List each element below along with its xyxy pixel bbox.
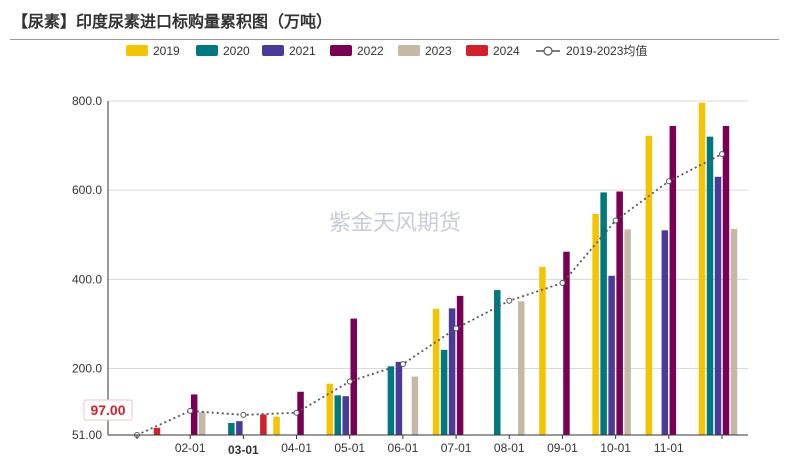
value-label: 97.00: [90, 402, 125, 418]
bar-2022-04-01: [297, 391, 304, 435]
bar-2023-02-01: [198, 412, 206, 435]
bar-2021-03-01: [236, 421, 243, 435]
bar-2019-04-01: [273, 416, 280, 435]
bar-2023-06-01: [411, 376, 419, 435]
average-line-path: [136, 153, 723, 436]
bar-2022-11-01: [669, 125, 677, 436]
x-tick-label: 09-01: [547, 441, 578, 455]
legend-swatch: [398, 45, 420, 56]
bars: [153, 102, 738, 436]
bar-2020-07-01: [440, 349, 448, 435]
bar-2021-12-01: [714, 176, 722, 435]
bar-2020-08-01: [494, 290, 501, 435]
legend-label: 2019-2023均值: [566, 43, 647, 58]
legend: 2019 2020 2021 2022 2023 2024 2019-2023均值: [126, 43, 647, 58]
x-tick-label: 04-01: [281, 441, 312, 455]
bar-2021-06-01: [395, 361, 403, 435]
bar-2021-07-01: [448, 308, 456, 435]
y-tick-label: 400.0: [72, 272, 102, 286]
x-tick-label: 10-01: [600, 441, 631, 455]
chart-title: 【尿素】印度尿素进口标购量累积图（万吨）: [12, 12, 333, 31]
value-label-box: 97.00: [83, 399, 133, 421]
y-tick-label: 600.0: [72, 183, 102, 197]
bar-2022-10-01: [616, 191, 623, 435]
title-divider: [10, 39, 779, 40]
legend-item-2023: 2023: [398, 44, 452, 58]
legend-item-2022: 2022: [330, 44, 384, 58]
bar-2020-12-01: [706, 136, 714, 435]
bar-2019-10-01: [592, 213, 599, 435]
bar-2020-06-01: [387, 366, 395, 435]
bar-2019-11-01: [645, 135, 653, 435]
bar-2024-03-01: [260, 414, 267, 435]
x-tick-label: 02-01: [175, 441, 206, 455]
bar-2020-10-01: [600, 192, 607, 435]
x-tick-label: 05-01: [334, 441, 365, 455]
legend-label: 2020: [223, 44, 250, 58]
bar-2024-01-01: [153, 427, 161, 435]
bar-2021-05-01: [342, 396, 349, 435]
legend-swatch: [330, 45, 352, 56]
bar-2019-12-01: [698, 102, 706, 435]
legend-label: 2019: [153, 44, 180, 58]
legend-item-2020: 2020: [196, 44, 250, 58]
average-point: [240, 411, 247, 418]
legend-swatch: [196, 45, 218, 56]
gridlines: [108, 100, 748, 370]
bar-2022-07-01: [456, 295, 464, 435]
legend-swatch: [262, 45, 284, 56]
average-point: [719, 151, 725, 158]
bar-2020-05-01: [334, 395, 341, 435]
x-tick-label: 11-01: [654, 441, 684, 455]
legend-item-2024: 2024: [466, 44, 520, 58]
average-point: [612, 217, 619, 224]
x-tick-label: 06-01: [388, 441, 419, 455]
legend-label: 2021: [289, 44, 316, 58]
x-tick-label: 07-01: [441, 441, 472, 455]
legend-label: 2022: [357, 44, 384, 58]
bar-2023-12-01: [730, 228, 738, 435]
average-point: [399, 361, 406, 368]
legend-label: 2024: [493, 44, 520, 58]
bar-2019-05-01: [326, 383, 333, 435]
value-label-background: [83, 399, 133, 421]
average-point: [453, 325, 460, 332]
legend-item-2019: 2019: [126, 44, 180, 58]
x-tick-label: 08-01: [494, 441, 525, 455]
bar-2022-09-01: [563, 251, 570, 435]
average-point: [293, 409, 300, 416]
average-line: [134, 151, 725, 438]
legend-marker: [543, 46, 553, 56]
bar-2022-12-01: [722, 125, 730, 436]
bar-2019-07-01: [432, 308, 440, 435]
y-tick-label: 200.0: [72, 362, 102, 376]
legend-item-2021: 2021: [262, 44, 316, 58]
bar-2022-05-01: [350, 318, 357, 435]
y-tick-label: 800.0: [72, 94, 102, 108]
average-point: [346, 378, 353, 385]
axes: 51.00 200.0 400.0 600.0 800.0 02-01 03-01 04-01…: [72, 94, 748, 457]
legend-swatch: [126, 45, 148, 56]
average-point: [187, 407, 194, 414]
legend-item-average: 2019-2023均值: [536, 43, 647, 58]
bar-2020-03-01: [228, 422, 235, 435]
value-labels: 97.00: [83, 399, 133, 421]
bar-2021-11-01: [661, 230, 669, 435]
y-tick-label: 51.00: [72, 428, 102, 442]
watermark: 紫金天风期货: [329, 211, 461, 236]
bar-2019-09-01: [539, 266, 546, 435]
bar-2022-02-01: [190, 394, 198, 435]
bar-2023-10-01: [624, 229, 631, 435]
legend-label: 2023: [425, 44, 452, 58]
average-point: [559, 279, 566, 286]
average-point: [665, 178, 672, 185]
bar-2021-10-01: [608, 275, 615, 435]
legend-swatch: [466, 45, 488, 56]
bar-2023-08-01: [518, 301, 525, 435]
x-tick-label: 03-01: [228, 443, 259, 457]
average-point: [506, 297, 513, 304]
